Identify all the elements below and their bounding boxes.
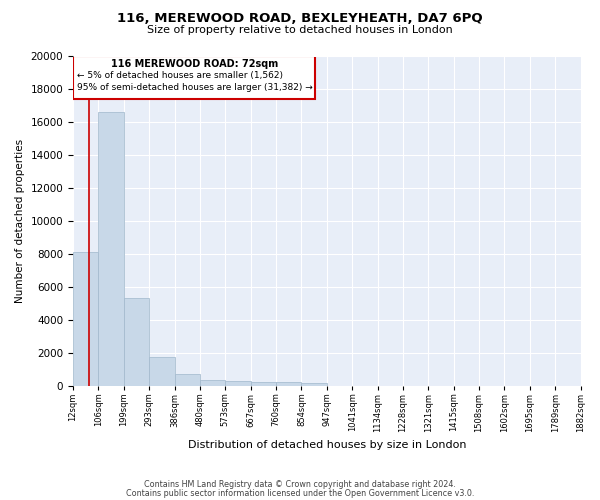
Bar [200, 380, 225, 386]
Bar [276, 382, 301, 386]
Text: 116 MEREWOOD ROAD: 72sqm: 116 MEREWOOD ROAD: 72sqm [110, 59, 278, 69]
Bar [251, 382, 276, 386]
Text: Contains HM Land Registry data © Crown copyright and database right 2024.: Contains HM Land Registry data © Crown c… [144, 480, 456, 489]
Bar [73, 252, 98, 386]
Bar [98, 112, 124, 386]
Bar [149, 357, 175, 386]
Bar [175, 374, 200, 386]
Text: ← 5% of detached houses are smaller (1,562): ← 5% of detached houses are smaller (1,5… [77, 71, 283, 80]
Bar [225, 381, 251, 386]
X-axis label: Distribution of detached houses by size in London: Distribution of detached houses by size … [188, 440, 466, 450]
Text: 116, MEREWOOD ROAD, BEXLEYHEATH, DA7 6PQ: 116, MEREWOOD ROAD, BEXLEYHEATH, DA7 6PQ [117, 12, 483, 26]
Text: Size of property relative to detached houses in London: Size of property relative to detached ho… [147, 25, 453, 35]
Text: Contains public sector information licensed under the Open Government Licence v3: Contains public sector information licen… [126, 488, 474, 498]
Text: 95% of semi-detached houses are larger (31,382) →: 95% of semi-detached houses are larger (… [77, 84, 313, 92]
FancyBboxPatch shape [73, 56, 316, 100]
Bar [124, 298, 149, 386]
Bar [301, 383, 327, 386]
Y-axis label: Number of detached properties: Number of detached properties [15, 139, 25, 303]
